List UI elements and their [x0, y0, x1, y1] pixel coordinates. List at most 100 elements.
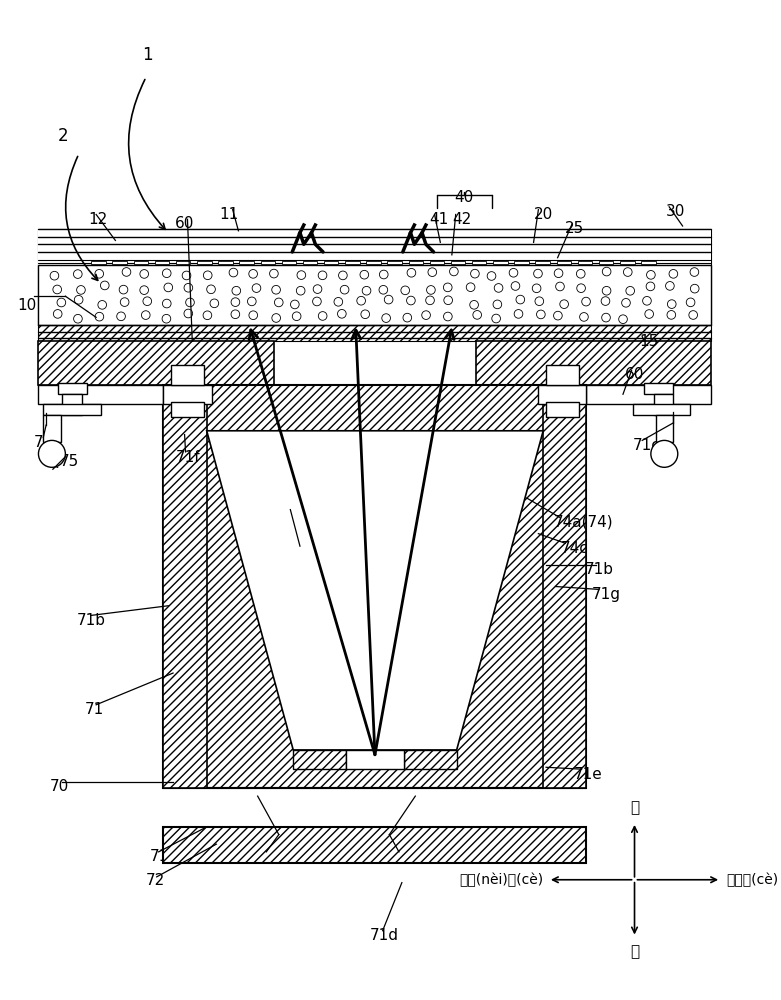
Circle shape: [514, 310, 522, 318]
Bar: [472, 261, 487, 264]
Text: 71f: 71f: [176, 450, 201, 465]
Text: 72: 72: [146, 873, 166, 888]
Circle shape: [141, 311, 150, 319]
Bar: [163, 385, 212, 404]
Circle shape: [232, 286, 241, 295]
Circle shape: [296, 286, 305, 295]
Circle shape: [665, 282, 674, 290]
Text: 41: 41: [430, 212, 449, 227]
Bar: [155, 261, 169, 264]
Circle shape: [602, 286, 611, 295]
Bar: [176, 261, 191, 264]
Text: 71g: 71g: [591, 587, 620, 602]
Bar: [171, 402, 204, 417]
Circle shape: [73, 270, 82, 278]
Circle shape: [554, 311, 562, 320]
Circle shape: [379, 285, 387, 294]
Circle shape: [450, 267, 458, 276]
Text: 42: 42: [452, 212, 471, 227]
Bar: [91, 261, 105, 264]
Bar: [38, 265, 711, 325]
Circle shape: [602, 267, 611, 276]
Circle shape: [576, 269, 585, 278]
Circle shape: [210, 299, 219, 308]
Circle shape: [357, 296, 366, 305]
Circle shape: [668, 300, 676, 308]
Circle shape: [384, 295, 393, 304]
Bar: [366, 261, 380, 264]
Circle shape: [269, 269, 278, 278]
Text: 71b: 71b: [77, 613, 106, 628]
Text: 73: 73: [258, 849, 277, 864]
Bar: [654, 394, 673, 415]
Circle shape: [426, 286, 435, 294]
Circle shape: [690, 284, 699, 293]
Circle shape: [471, 269, 480, 278]
Text: 74b: 74b: [293, 543, 323, 558]
Text: 40: 40: [454, 190, 473, 205]
Circle shape: [95, 312, 104, 321]
Circle shape: [207, 285, 216, 294]
Bar: [476, 341, 711, 385]
Circle shape: [231, 298, 240, 306]
Polygon shape: [207, 431, 544, 750]
Bar: [163, 827, 587, 863]
Text: 50: 50: [344, 848, 363, 863]
Circle shape: [382, 314, 390, 322]
Bar: [38, 385, 163, 404]
Circle shape: [601, 297, 610, 305]
Bar: [163, 385, 207, 788]
Bar: [38, 229, 711, 272]
Circle shape: [182, 271, 191, 280]
Circle shape: [651, 440, 678, 467]
Circle shape: [143, 297, 152, 306]
Text: 71d: 71d: [370, 928, 399, 943]
Bar: [282, 261, 296, 264]
Circle shape: [645, 310, 654, 318]
Bar: [62, 394, 82, 415]
Text: 74a(74): 74a(74): [554, 514, 613, 529]
Circle shape: [444, 296, 452, 305]
Bar: [557, 261, 571, 264]
Circle shape: [122, 268, 130, 276]
Circle shape: [162, 314, 171, 323]
Text: 2: 2: [58, 127, 68, 145]
Circle shape: [560, 300, 569, 308]
Circle shape: [422, 311, 430, 319]
Circle shape: [203, 311, 212, 320]
Text: 71b: 71b: [584, 562, 614, 577]
Bar: [43, 404, 101, 415]
Bar: [408, 261, 423, 264]
Text: 71c: 71c: [34, 435, 62, 450]
Bar: [171, 365, 204, 385]
Circle shape: [341, 285, 349, 294]
Circle shape: [319, 312, 327, 320]
Text: 75: 75: [59, 454, 79, 469]
Circle shape: [444, 312, 452, 321]
Bar: [38, 341, 274, 385]
Circle shape: [291, 300, 299, 309]
Circle shape: [509, 268, 518, 277]
Circle shape: [582, 297, 590, 306]
Text: 10: 10: [17, 298, 37, 313]
Circle shape: [444, 283, 452, 292]
Circle shape: [186, 298, 194, 307]
Circle shape: [647, 271, 655, 279]
Circle shape: [428, 268, 437, 276]
Circle shape: [407, 268, 415, 277]
Text: 70: 70: [50, 779, 70, 794]
Circle shape: [686, 298, 695, 307]
Text: 71: 71: [84, 702, 104, 717]
Bar: [451, 261, 465, 264]
Circle shape: [318, 271, 327, 280]
Bar: [38, 229, 711, 341]
Circle shape: [53, 285, 62, 294]
Circle shape: [272, 285, 280, 294]
Circle shape: [360, 270, 369, 279]
Text: 71e: 71e: [574, 767, 603, 782]
Circle shape: [407, 296, 415, 305]
Bar: [620, 261, 634, 264]
Circle shape: [73, 314, 82, 323]
Circle shape: [116, 312, 126, 321]
Circle shape: [690, 268, 699, 276]
